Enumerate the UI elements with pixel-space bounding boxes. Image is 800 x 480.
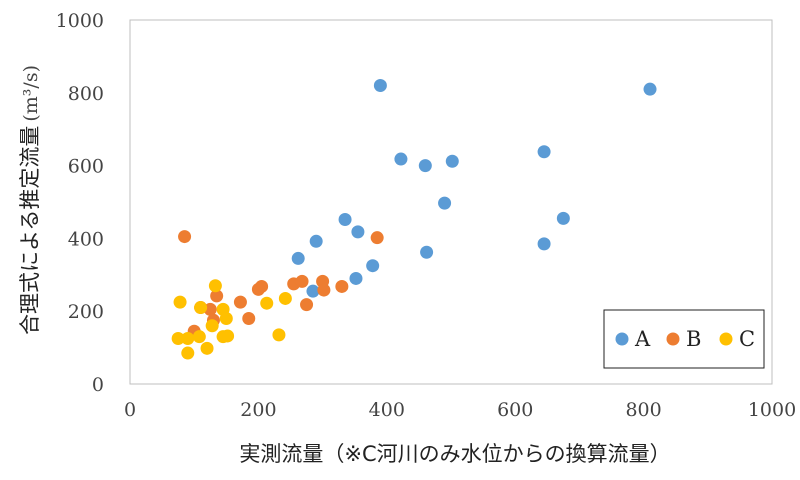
data-point-c	[260, 296, 274, 310]
data-point-b	[370, 231, 384, 245]
legend: A B C	[603, 309, 765, 369]
plot-frame	[129, 19, 773, 385]
legend-marker-a	[615, 332, 629, 346]
data-point-a	[306, 284, 320, 298]
x-tick-label: 400	[369, 399, 405, 421]
data-point-c	[205, 319, 219, 333]
data-point-b	[242, 311, 256, 325]
y-tick-label: 200	[68, 301, 104, 323]
data-point-b	[295, 274, 309, 288]
data-point-a	[351, 225, 365, 239]
data-point-b	[317, 283, 331, 297]
plot-area	[129, 19, 773, 385]
x-tick-label: 0	[124, 399, 136, 421]
legend-label-c: C	[739, 327, 755, 351]
y-tick-label: 0	[92, 374, 104, 396]
legend-marker-c	[719, 332, 733, 346]
data-point-c	[173, 295, 187, 309]
data-point-a	[366, 259, 380, 273]
data-point-b	[233, 295, 247, 309]
y-tick-label: 800	[68, 83, 104, 105]
x-tick-label: 800	[625, 399, 661, 421]
legend-label-a: A	[634, 327, 651, 351]
data-point-b	[203, 302, 217, 316]
data-point-a	[394, 152, 408, 166]
data-point-c	[200, 341, 214, 355]
x-tick-label: 200	[240, 399, 276, 421]
data-point-c	[221, 329, 235, 343]
y-tick-labels: 0 200 400 600 800 1000	[56, 10, 104, 396]
y-axis-title-text: 合理式による推定流量	[18, 126, 42, 335]
data-point-c	[194, 301, 208, 315]
data-point-a	[445, 154, 459, 168]
y-axis-title: 合理式による推定流量 (m³/s)	[18, 65, 42, 335]
data-point-a	[418, 159, 432, 173]
data-point-c	[192, 330, 206, 344]
y-axis-unit: (m³/s)	[20, 65, 42, 122]
y-tick-label: 400	[68, 228, 104, 250]
data-point-c	[171, 332, 185, 345]
data-point-a	[338, 212, 352, 226]
data-point-b	[300, 298, 314, 312]
data-point-a	[643, 82, 657, 96]
data-point-c	[272, 328, 286, 342]
data-point-a	[349, 271, 363, 285]
data-point-a	[537, 237, 551, 251]
data-point-b	[251, 282, 265, 296]
data-point-a	[373, 79, 387, 93]
x-tick-labels: 0 200 400 600 800 1000	[124, 399, 796, 421]
data-points	[171, 79, 657, 360]
data-point-c	[208, 279, 222, 293]
legend-box	[603, 309, 765, 369]
data-point-a	[537, 145, 551, 159]
data-point-a	[420, 245, 434, 259]
data-point-c	[278, 291, 292, 305]
x-tick-label: 600	[497, 399, 533, 421]
data-point-b	[210, 289, 224, 303]
data-point-a	[556, 211, 570, 225]
legend-marker-b	[666, 332, 680, 346]
data-point-c	[219, 311, 233, 325]
y-tick-label: 1000	[56, 10, 104, 32]
data-point-c	[181, 346, 195, 360]
x-tick-label: 1000	[748, 399, 796, 421]
data-point-a	[291, 251, 305, 265]
legend-label-b: B	[686, 327, 701, 351]
data-point-b	[335, 279, 349, 293]
x-axis-title: 実測流量（※C河川のみ水位からの換算流量）	[239, 442, 670, 466]
data-point-a	[309, 234, 323, 248]
y-tick-label: 600	[68, 156, 104, 178]
data-point-c	[181, 332, 195, 345]
data-point-a	[438, 196, 452, 210]
data-point-b	[178, 230, 192, 244]
